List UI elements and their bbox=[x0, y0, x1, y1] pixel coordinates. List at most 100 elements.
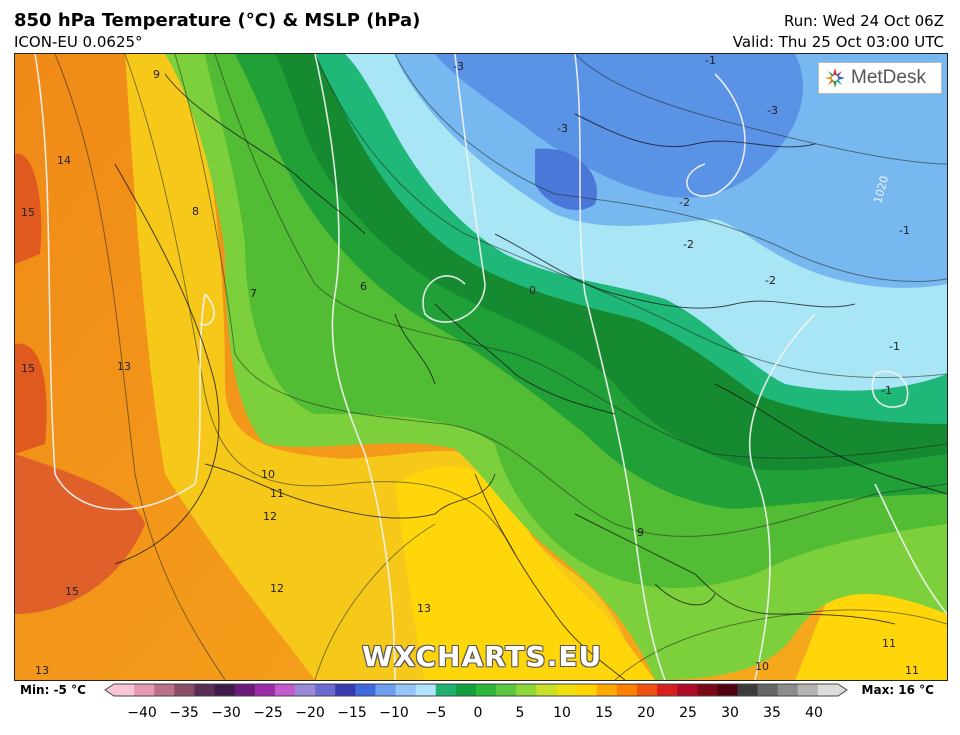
temp-label: 13 bbox=[117, 360, 131, 373]
color-scale-tick-label: −40 bbox=[127, 705, 157, 721]
watermark: WXCHARTS.EU bbox=[362, 640, 603, 673]
temp-label: 13 bbox=[417, 602, 431, 615]
cold-core bbox=[435, 54, 804, 198]
color-scale-cell bbox=[415, 684, 437, 696]
color-scale-min-arrow bbox=[105, 684, 114, 696]
metdesk-sun-icon bbox=[825, 68, 845, 88]
color-scale-cell bbox=[254, 684, 276, 696]
color-scale-outline bbox=[104, 683, 848, 697]
color-scale-tick-label: 10 bbox=[553, 705, 571, 721]
temp-label: 8 bbox=[192, 205, 199, 218]
temp-label: 9 bbox=[637, 526, 644, 539]
color-scale-cells bbox=[105, 684, 847, 696]
color-scale-cell bbox=[797, 684, 819, 696]
color-scale-cell bbox=[234, 684, 256, 696]
color-scale-tick-label: 0 bbox=[473, 705, 483, 721]
color-scale-cell bbox=[516, 684, 537, 696]
color-scale-tick-label: −20 bbox=[295, 705, 325, 721]
temp-label: -2 bbox=[679, 196, 690, 209]
color-scale-cell bbox=[355, 684, 376, 696]
run-time: Run: Wed 24 Oct 06Z bbox=[784, 12, 944, 30]
color-scale-tick-label: 40 bbox=[805, 705, 823, 721]
temp-label: -1 bbox=[881, 384, 892, 397]
isotherms bbox=[54, 54, 947, 680]
temp-label: 13 bbox=[35, 664, 49, 677]
model-label: ICON-EU 0.0625° bbox=[14, 33, 143, 51]
hot-patch-north bbox=[15, 153, 42, 264]
color-scale-bar bbox=[104, 683, 848, 697]
hot-patch-south bbox=[15, 454, 145, 614]
color-scale-cell bbox=[496, 684, 517, 696]
color-scale-cell bbox=[757, 684, 779, 696]
color-scale-tick-label: 15 bbox=[595, 705, 613, 721]
color-scale-tick-label: 35 bbox=[763, 705, 781, 721]
chart-title: 850 hPa Temperature (°C) & MSLP (hPa) bbox=[14, 10, 421, 31]
color-scale-cell bbox=[817, 684, 839, 696]
weather-map[interactable]: 14 15 15 13 15 13 12 12 11 10 13 9 8 7 6… bbox=[14, 53, 948, 681]
color-scale-max-arrow bbox=[838, 684, 847, 696]
color-scale-cell bbox=[697, 684, 718, 696]
cold-pool bbox=[535, 148, 597, 211]
temp-label: 15 bbox=[65, 585, 79, 598]
metdesk-logo: MetDesk bbox=[818, 62, 942, 94]
color-scale-cell bbox=[556, 684, 578, 696]
color-scale-cell bbox=[737, 684, 759, 696]
color-scale-cell bbox=[335, 684, 356, 696]
map-canvas: 14 15 15 13 15 13 12 12 11 10 13 9 8 7 6… bbox=[15, 54, 947, 680]
temp-label: -2 bbox=[683, 238, 694, 251]
color-scale-cell bbox=[677, 684, 698, 696]
color-scale-cell bbox=[214, 684, 236, 696]
color-scale-cell bbox=[174, 684, 195, 696]
color-scale-cell bbox=[395, 684, 417, 696]
color-scale-tick-label: −15 bbox=[337, 705, 367, 721]
valid-time: Valid: Thu 25 Oct 03:00 UTC bbox=[732, 33, 944, 51]
color-scale-tick-label: −5 bbox=[425, 705, 447, 721]
color-scale-cell bbox=[274, 684, 296, 696]
temp-label: 14 bbox=[57, 154, 71, 167]
color-scale-tick-label: −25 bbox=[253, 705, 283, 721]
temp-label: 10 bbox=[755, 660, 769, 673]
color-scale-cell bbox=[576, 684, 598, 696]
temp-label: 7 bbox=[250, 287, 257, 300]
color-scale-tick-label: −30 bbox=[211, 705, 241, 721]
metdesk-logo-text: MetDesk bbox=[851, 67, 926, 88]
temperature-labels: 14 15 15 13 15 13 12 12 11 10 13 9 8 7 6… bbox=[21, 54, 919, 677]
temp-label: 0 bbox=[529, 284, 536, 297]
temp-label: 11 bbox=[882, 637, 896, 650]
color-scale-cell bbox=[134, 684, 155, 696]
color-scale-cell bbox=[114, 684, 135, 696]
color-scale-cell bbox=[435, 684, 457, 696]
temp-label: -3 bbox=[557, 122, 568, 135]
color-scale-tick-label: 25 bbox=[679, 705, 697, 721]
color-scale-cell bbox=[616, 684, 638, 696]
color-scale-tick-label: 30 bbox=[721, 705, 739, 721]
coastlines bbox=[114, 73, 947, 680]
color-scale-cell bbox=[636, 684, 658, 696]
color-scale-cell bbox=[194, 684, 216, 696]
temp-label: 11 bbox=[905, 664, 919, 677]
temp-label: 12 bbox=[263, 510, 277, 523]
min-label: Min: -5 °C bbox=[20, 683, 86, 697]
temp-label: -1 bbox=[889, 340, 900, 353]
temp-label: 12 bbox=[270, 582, 284, 595]
color-scale-tick-label: 20 bbox=[637, 705, 655, 721]
isobars bbox=[34, 54, 947, 680]
color-scale-cell bbox=[717, 684, 738, 696]
color-scale-cell bbox=[375, 684, 397, 696]
temp-label: 15 bbox=[21, 206, 35, 219]
color-scale-tick-label: 5 bbox=[515, 705, 525, 721]
color-scale-cell bbox=[777, 684, 799, 696]
hot-patch-west bbox=[15, 343, 47, 454]
temp-label: -3 bbox=[767, 104, 778, 117]
temp-label: -1 bbox=[899, 224, 910, 237]
color-scale-cell bbox=[455, 684, 477, 696]
max-label: Max: 16 °C bbox=[861, 683, 934, 697]
color-scale-cell bbox=[295, 684, 316, 696]
color-scale-cell bbox=[476, 684, 497, 696]
temp-label: 10 bbox=[261, 468, 275, 481]
temp-label: 11 bbox=[270, 487, 284, 500]
color-scale-cell bbox=[154, 684, 175, 696]
temp-label: 15 bbox=[21, 362, 35, 375]
color-scale-cell bbox=[315, 684, 336, 696]
temp-label: -2 bbox=[765, 274, 776, 287]
